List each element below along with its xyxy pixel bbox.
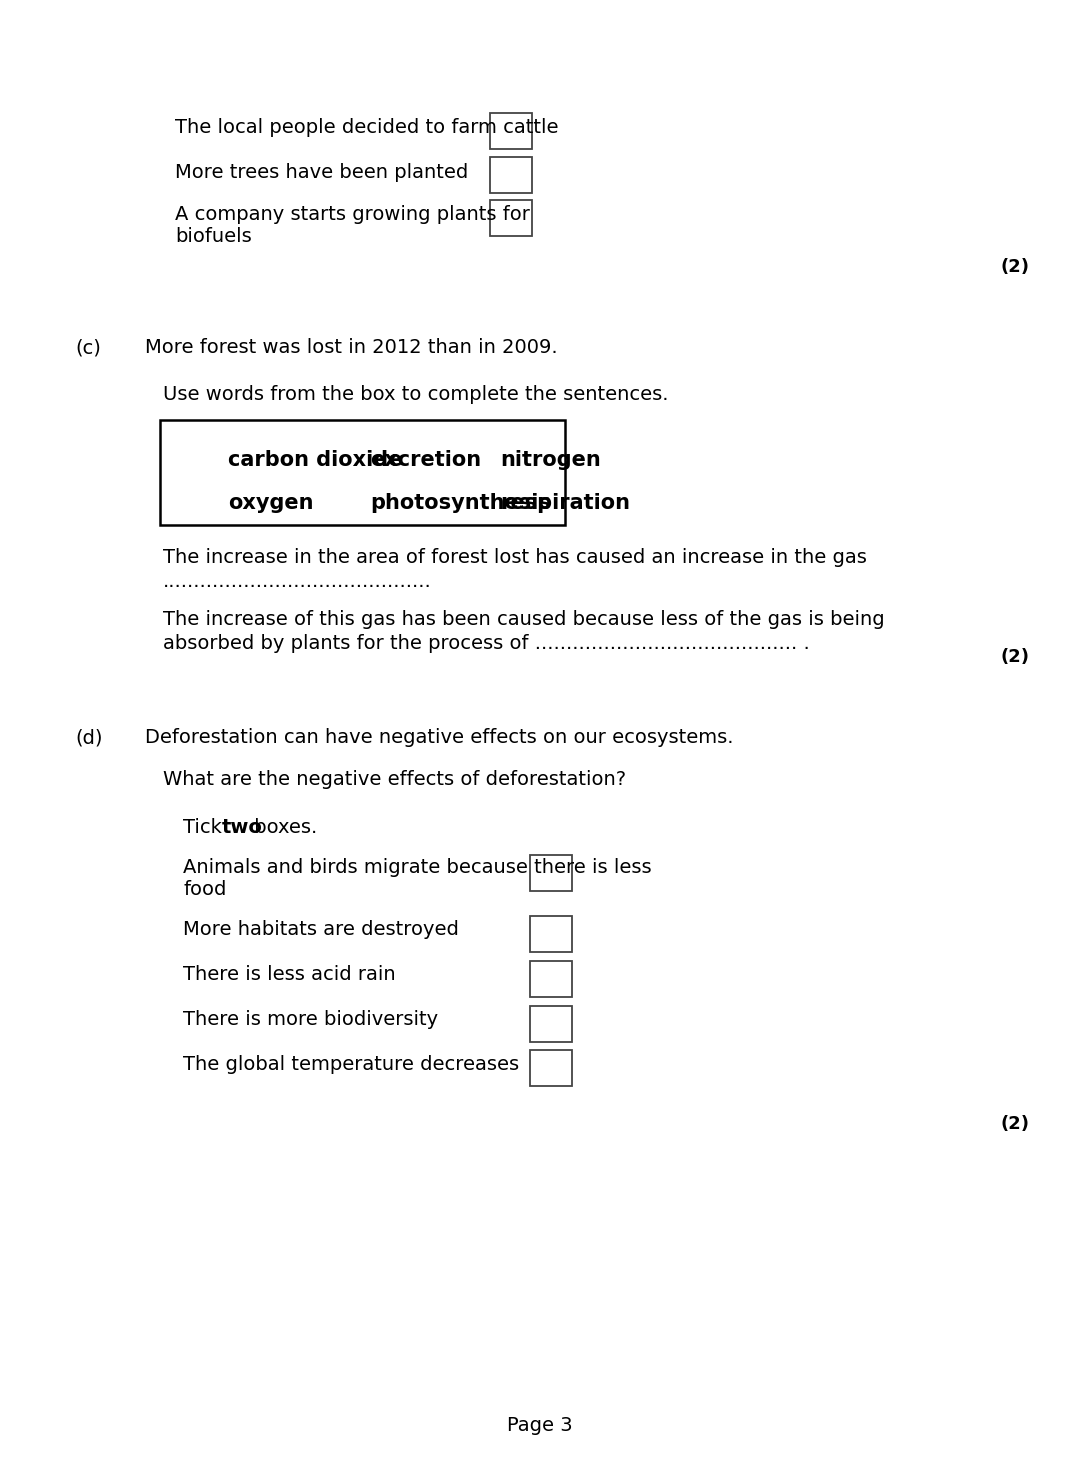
Text: excretion: excretion (370, 450, 481, 471)
Bar (490, 156, 532, 193)
Text: boxes.: boxes. (247, 819, 316, 836)
Text: There is less acid rain: There is less acid rain (183, 965, 395, 984)
Text: A company starts growing plants for
biofuels: A company starts growing plants for biof… (175, 205, 530, 246)
Text: (d): (d) (75, 729, 103, 746)
Text: The global temperature decreases: The global temperature decreases (183, 1055, 519, 1074)
Text: Page 3: Page 3 (508, 1416, 572, 1435)
Bar (530, 1050, 572, 1086)
Text: Use words from the box to complete the sentences.: Use words from the box to complete the s… (163, 385, 669, 404)
Bar (490, 114, 532, 149)
Text: The local people decided to farm cattle: The local people decided to farm cattle (175, 118, 558, 137)
Text: carbon dioxide: carbon dioxide (228, 450, 403, 471)
Bar (530, 1006, 572, 1041)
Bar (530, 962, 572, 997)
Text: respiration: respiration (500, 493, 630, 513)
Text: The increase of this gas has been caused because less of the gas is being: The increase of this gas has been caused… (163, 611, 885, 628)
Text: Deforestation can have negative effects on our ecosystems.: Deforestation can have negative effects … (145, 729, 733, 746)
Text: Animals and birds migrate because there is less
food: Animals and birds migrate because there … (183, 858, 651, 898)
Bar (530, 916, 572, 951)
Text: nitrogen: nitrogen (500, 450, 600, 471)
Bar (490, 201, 532, 236)
Text: ...........................................: ........................................… (163, 572, 432, 591)
Text: The increase in the area of forest lost has caused an increase in the gas: The increase in the area of forest lost … (163, 549, 867, 566)
Text: absorbed by plants for the process of ..........................................: absorbed by plants for the process of ..… (163, 634, 810, 653)
Text: Tick: Tick (183, 819, 228, 836)
Text: There is more biodiversity: There is more biodiversity (183, 1010, 438, 1030)
Text: (2): (2) (1001, 258, 1030, 276)
Text: What are the negative effects of deforestation?: What are the negative effects of defores… (163, 770, 626, 789)
Text: More forest was lost in 2012 than in 2009.: More forest was lost in 2012 than in 200… (145, 338, 557, 357)
Text: More trees have been planted: More trees have been planted (175, 164, 469, 181)
Text: More habitats are destroyed: More habitats are destroyed (183, 920, 459, 940)
Bar (530, 855, 572, 891)
Text: (c): (c) (75, 338, 100, 357)
Text: (2): (2) (1001, 1115, 1030, 1133)
Text: (2): (2) (1001, 648, 1030, 667)
Text: oxygen: oxygen (228, 493, 313, 513)
Bar (160, 420, 565, 525)
Text: photosynthesis: photosynthesis (370, 493, 551, 513)
Text: two: two (222, 819, 262, 836)
